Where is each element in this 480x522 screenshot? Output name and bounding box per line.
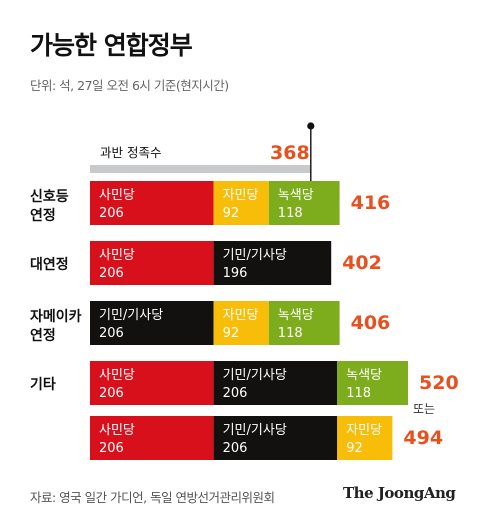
segment-party-label: 기민/기사당 <box>223 248 287 263</box>
bar-segment <box>268 181 340 225</box>
segment-party-label: 자민당 <box>223 188 259 203</box>
bar-segment <box>268 301 340 345</box>
segment-party-label: 사민당 <box>99 188 135 203</box>
segment-party-label: 기민/기사당 <box>223 368 287 383</box>
segment-party-label: 자민당 <box>346 423 382 438</box>
row-label: 자메이카 <box>30 308 82 325</box>
bar-segment <box>213 181 269 225</box>
row-total: 520 <box>419 372 459 394</box>
segment-seat-label: 196 <box>223 266 248 281</box>
segment-party-label: 사민당 <box>99 423 135 438</box>
segment-seat-label: 92 <box>346 441 363 456</box>
segment-party-label: 기민/기사당 <box>99 308 163 323</box>
row-total: 402 <box>342 252 382 274</box>
segment-party-label: 녹색당 <box>278 188 314 203</box>
bar-segment <box>213 301 269 345</box>
segment-seat-label: 92 <box>223 326 240 341</box>
row-label: 대연정 <box>30 256 69 273</box>
segment-party-label: 녹색당 <box>346 368 382 383</box>
row-total: 406 <box>351 312 391 334</box>
bar-segment <box>90 241 214 285</box>
unit-note: 단위: 석, 27일 오전 6시 기준(현지시간) <box>30 78 229 93</box>
segment-seat-label: 206 <box>99 386 124 401</box>
segment-party-label: 녹색당 <box>278 308 314 323</box>
bar-segment <box>337 416 393 460</box>
bar-segment <box>213 416 338 460</box>
bar-segment <box>90 361 214 405</box>
majority-bar <box>90 165 311 173</box>
majority-value: 368 <box>270 142 310 164</box>
segment-seat-label: 206 <box>223 441 248 456</box>
majority-label: 과반 정족수 <box>100 145 161 160</box>
row-label: 연정 <box>30 327 56 344</box>
segment-seat-label: 206 <box>99 206 124 221</box>
bar-segment <box>337 361 408 405</box>
segment-seat-label: 92 <box>223 206 240 221</box>
source-note: 자료: 영국 일간 가디언, 독일 연방선거관리위원회 <box>30 490 275 505</box>
segment-party-label: 자민당 <box>223 308 259 323</box>
brand-logo: The JoongAng <box>343 484 456 502</box>
bar-segment <box>213 241 332 285</box>
segment-seat-label: 118 <box>278 206 303 221</box>
segment-seat-label: 206 <box>99 266 124 281</box>
segment-party-label: 사민당 <box>99 248 135 263</box>
bar-segment <box>90 181 214 225</box>
bar-segment <box>213 361 338 405</box>
segment-seat-label: 118 <box>346 386 371 401</box>
segment-party-label: 사민당 <box>99 368 135 383</box>
row-label: 신호등 <box>30 189 69 205</box>
majority-dot <box>307 122 315 130</box>
segment-seat-label: 206 <box>99 441 124 456</box>
segment-seat-label: 206 <box>223 386 248 401</box>
segment-party-label: 기민/기사당 <box>223 423 287 438</box>
bar-segment <box>90 416 214 460</box>
row-label: 기타 <box>30 377 56 393</box>
or-label: 또는 <box>413 402 435 416</box>
row-total: 416 <box>351 192 391 214</box>
row-label: 연정 <box>30 207 56 224</box>
bar-segment <box>90 301 214 345</box>
segment-seat-label: 118 <box>278 326 303 341</box>
row-total: 494 <box>403 427 443 449</box>
chart-title: 가능한 연합정부 <box>30 31 193 60</box>
segment-seat-label: 206 <box>99 326 124 341</box>
